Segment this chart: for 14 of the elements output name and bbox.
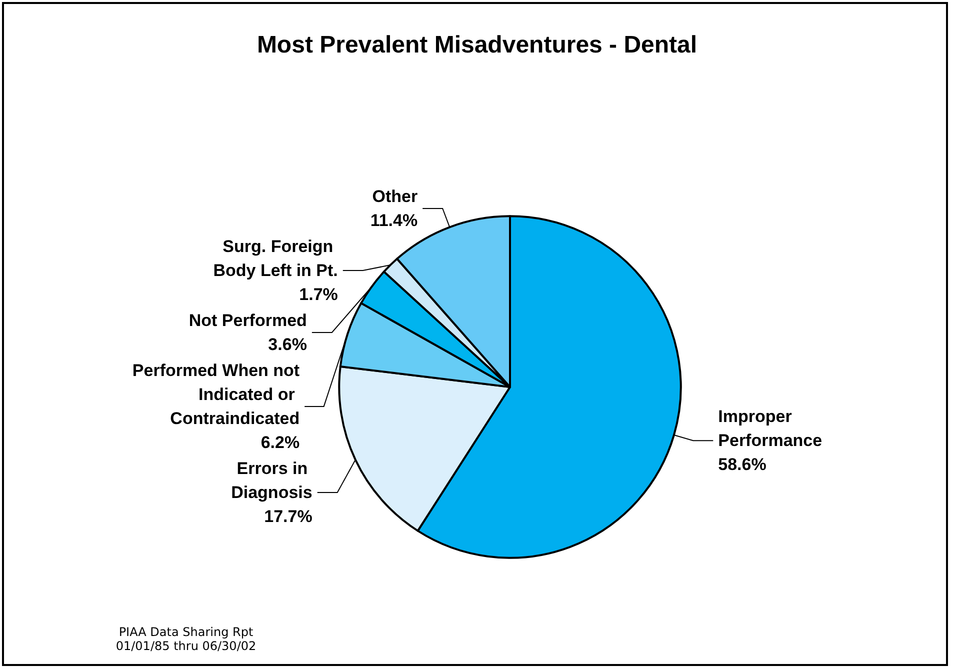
data-label: 11.4%: [370, 210, 418, 230]
slice-label: Improper Performance: [718, 407, 822, 450]
data-label: 17.7%: [264, 506, 312, 526]
slice-label: Performed When not Indicated or Contraindicated: [132, 360, 300, 428]
text: PIAA Data Sharing Rpt 01/01/85 thru 06/30/02: [114, 625, 258, 653]
data-label: 3.6%: [268, 334, 307, 354]
data-label: 58.6%: [718, 455, 766, 474]
slice-label: Surg. Foreign Body Left in Pt.: [213, 236, 338, 280]
data-label: 6.2%: [260, 432, 300, 452]
slice-label: Not Performed: [188, 310, 307, 330]
data-label: 1.7%: [299, 284, 338, 304]
slice-label: Errors in Diagnosis: [231, 458, 312, 502]
slice-label: Other: [372, 186, 418, 206]
chart-title: Most Prevalent Misadventures - Dental: [256, 32, 698, 58]
